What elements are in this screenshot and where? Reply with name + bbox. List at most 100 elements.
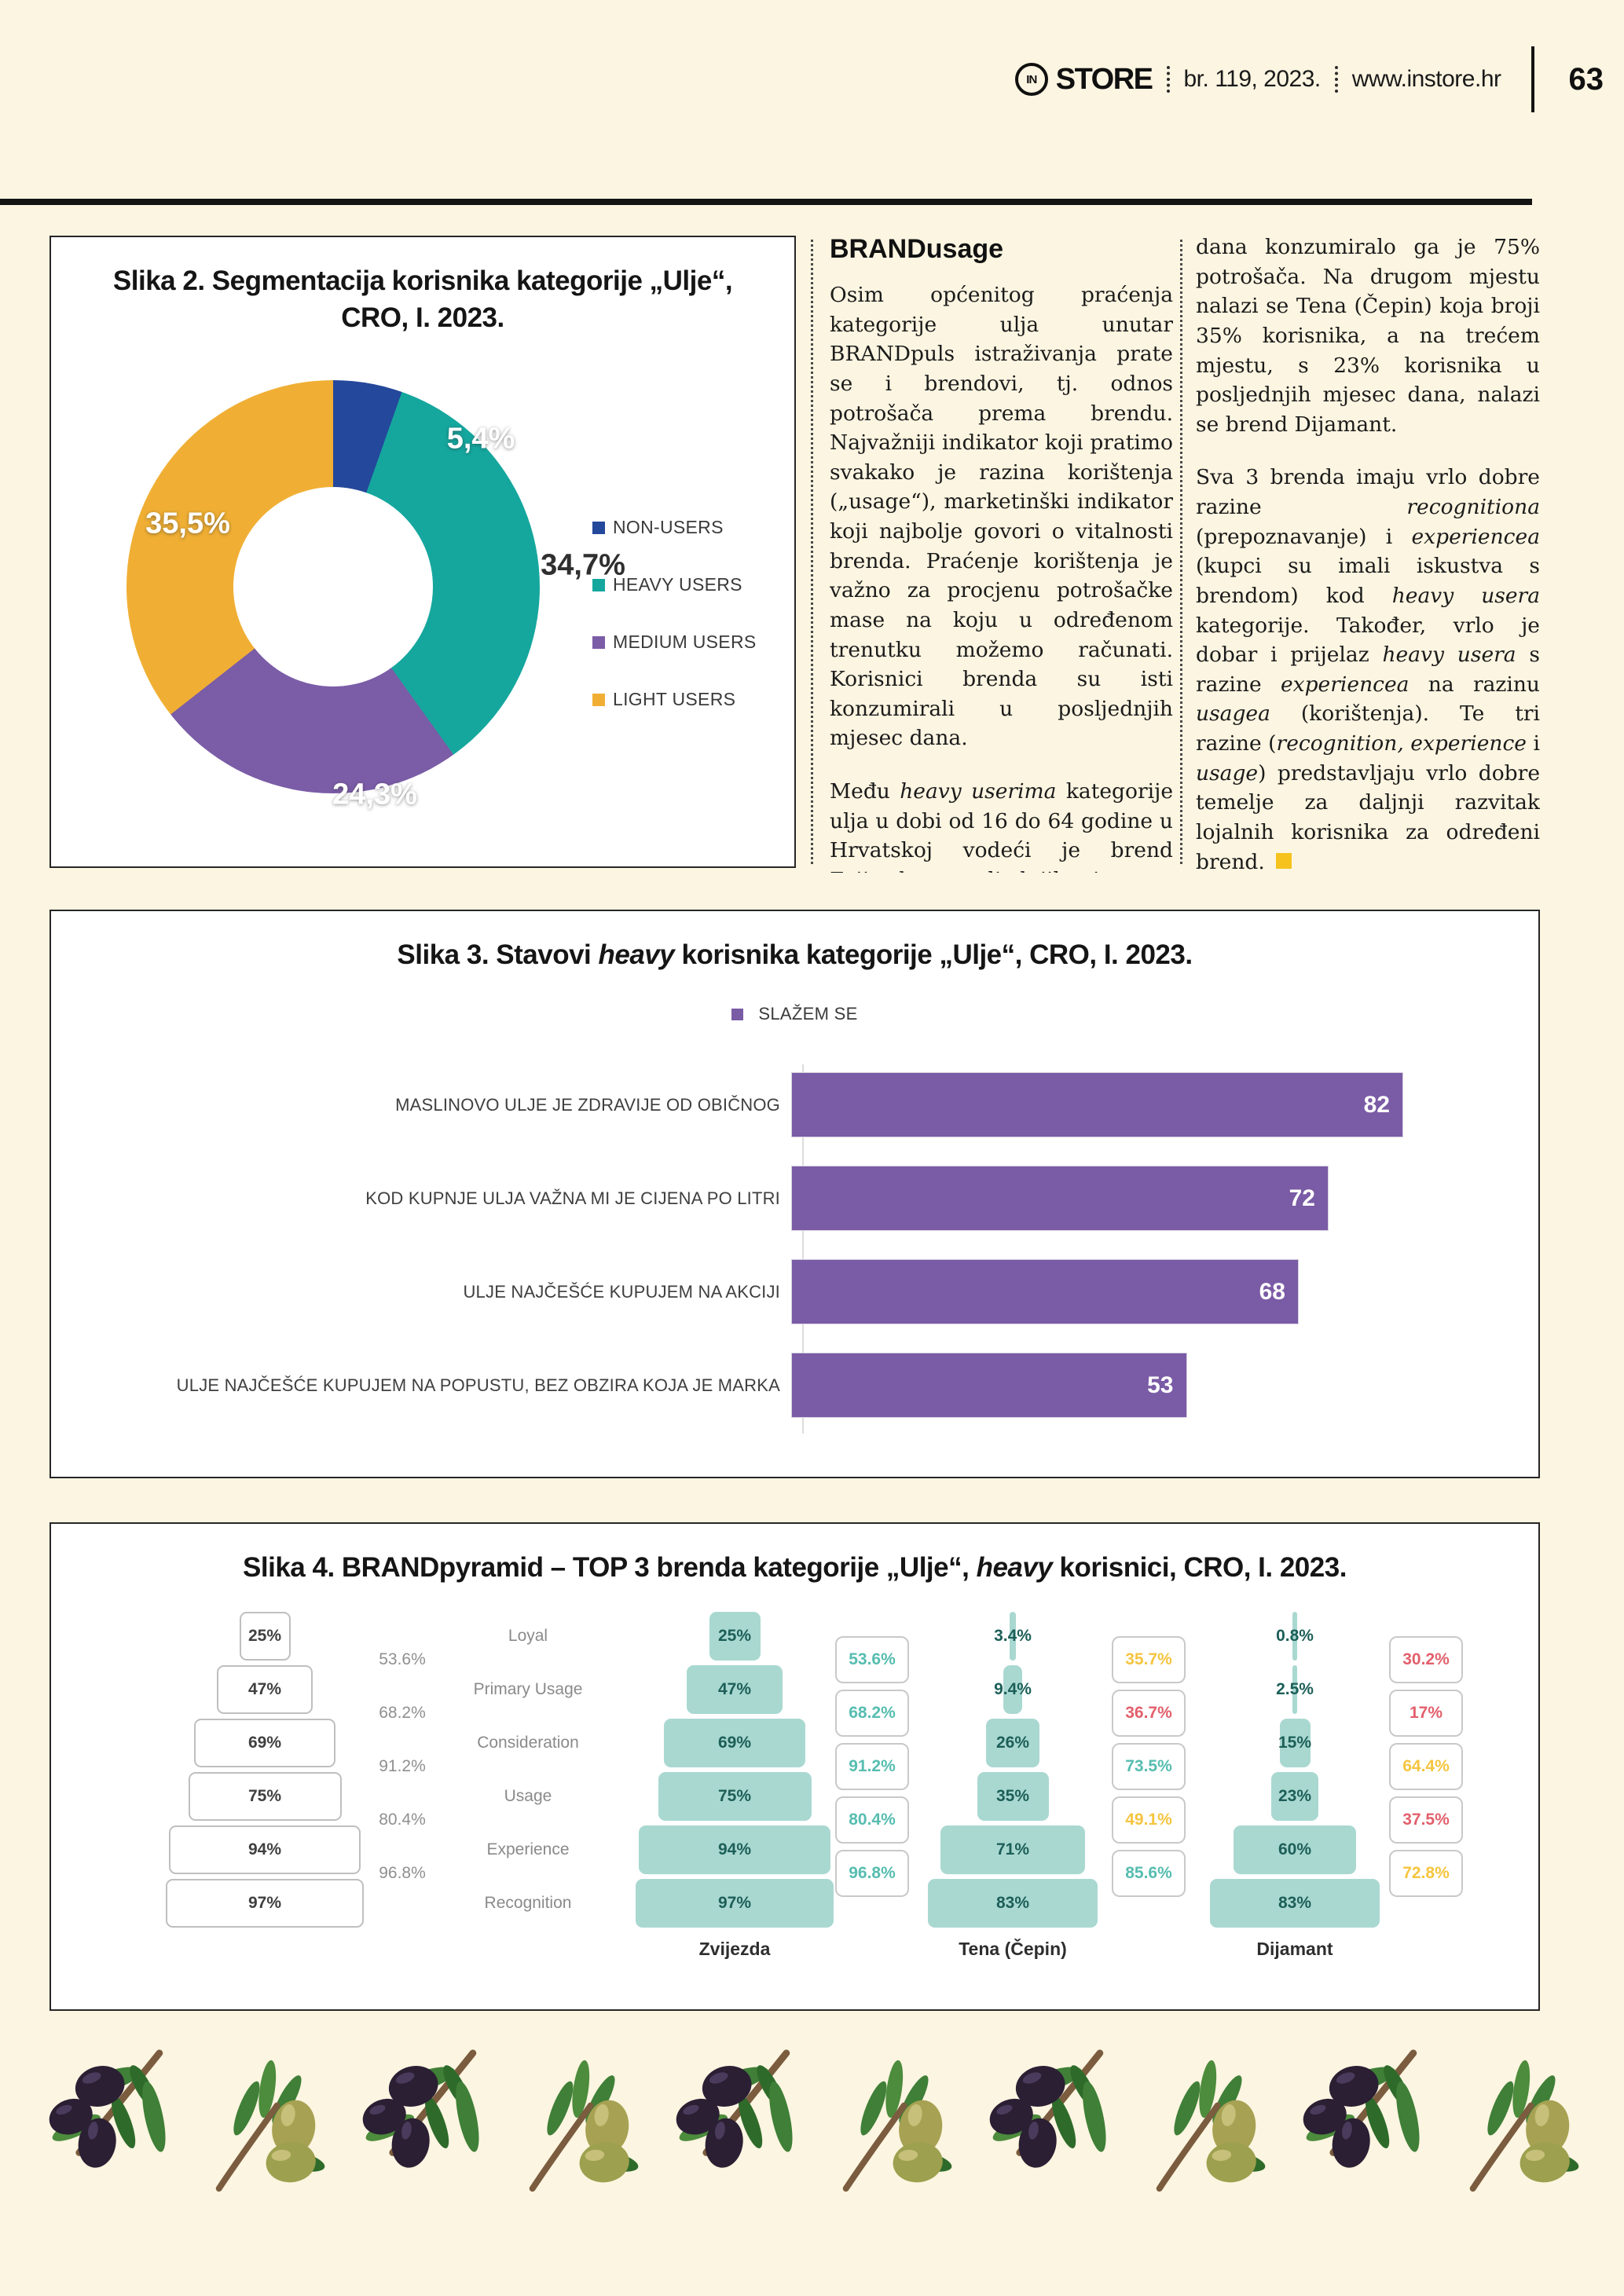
figure-4-title: Slika 4. BRANDpyramid – TOP 3 brenda kat… — [243, 1552, 1347, 1583]
bar-track: 72 — [791, 1166, 1529, 1231]
pyramid-level-bar: 75% — [188, 1772, 342, 1821]
bar-row: KOD KUPNJE ULJA VAŽNA MI JE CIJENA PO LI… — [60, 1166, 1529, 1231]
legend-swatch-slazem-se — [731, 1008, 744, 1020]
pyramid-level-value: 97% — [717, 1894, 752, 1912]
legend-label: SLAŽEM SE — [758, 1004, 858, 1023]
pyramid-level-bar: 69% — [664, 1719, 805, 1767]
pyramid-level-row: 25% — [617, 1612, 852, 1661]
bar-row: ULJE NAJČEŠĆE KUPUJEM NA AKCIJI 68 — [60, 1259, 1529, 1324]
article-text: Sva 3 brenda imaju vrlo dobre razine rec… — [1196, 465, 1540, 873]
pyramid-level-row: 75% — [147, 1772, 383, 1821]
pyramid-level-name: Experience — [486, 1840, 570, 1858]
pyramid-level-bar: 60% — [1234, 1825, 1356, 1874]
pyramid-zvijezda: 25% 47% 69% 75% 94% 97% — [617, 1612, 852, 1928]
pyramid-level-value: 75% — [717, 1787, 752, 1805]
article-paragraph: dana konzumiralo ga je 75% potrošača. Na… — [1196, 235, 1540, 437]
legend-label: HEAVY USERS — [613, 574, 742, 595]
bar-track: 82 — [791, 1072, 1529, 1137]
legend-label: MEDIUM USERS — [613, 632, 757, 652]
legend-item: HEAVY USERS — [592, 574, 757, 595]
transition-value: 30.2% — [1389, 1636, 1463, 1683]
reference-pyramid: 25% 47% 69% 75% 94% 97% — [147, 1612, 383, 1928]
issue-number: br. 119, 2023. — [1183, 66, 1322, 92]
legend-label: LIGHT USERS — [613, 689, 736, 709]
pyramid-level-name: Loyal — [508, 1627, 548, 1645]
pyramid-level-bar: 0.8% — [1276, 1612, 1314, 1661]
pyramid-level-row: 60% — [1177, 1825, 1413, 1874]
pyramid-level-row: 9.4% — [895, 1665, 1131, 1714]
pyramid-level-value: 47% — [717, 1680, 752, 1698]
transition-value: 73.5% — [1112, 1743, 1186, 1790]
legend-item: MEDIUM USERS — [592, 632, 757, 653]
header-dotted-divider — [1166, 66, 1170, 93]
pyramid-level-value: 83% — [1278, 1894, 1311, 1912]
article-column-2: dana konzumiralo ga je 75% potrošača. Na… — [1196, 233, 1540, 873]
website-url: www.instore.hr — [1351, 66, 1501, 92]
transition-value: 49.1% — [1112, 1796, 1186, 1844]
transition-value: 35.7% — [1112, 1636, 1186, 1683]
transitions-dijamant: 30.2% 17% 64.4% 37.5% 72.8% — [1383, 1636, 1469, 1897]
pyramid-dijamant: 0.8% 2.5% 15% 23% 60% 83% — [1177, 1612, 1413, 1928]
pyramid-level-row: 3.4% — [895, 1612, 1131, 1661]
transition-value: 53.6% — [835, 1636, 909, 1683]
legend-swatch-medium-users — [592, 635, 605, 649]
end-of-article-marker — [1275, 852, 1292, 869]
pyramid-level-value: 3.4% — [994, 1627, 1032, 1645]
pyramid-level-row: 0.8% — [1177, 1612, 1413, 1661]
olive-branch-green-icon — [508, 2053, 646, 2210]
column-divider — [1180, 240, 1182, 864]
olive-branch-dark-icon — [1292, 2042, 1430, 2199]
pyramid-level-value: 97% — [247, 1894, 282, 1912]
pyramid-level-value: 94% — [717, 1840, 751, 1858]
pyramid-level-row: 71% — [895, 1825, 1131, 1874]
olive-branch-dark-icon — [38, 2042, 176, 2199]
bar: 82 — [791, 1072, 1403, 1137]
donut-legend: NON-USERS HEAVY USERS MEDIUM USERS LIGHT… — [592, 517, 757, 710]
pyramid-level-row: 94% — [147, 1825, 383, 1874]
bar-value-label: 82 — [1363, 1091, 1390, 1118]
pyramid-level-name: Recognition — [484, 1894, 572, 1912]
olive-branch-dark-icon — [665, 2042, 803, 2199]
pyramid-level-value: 35% — [995, 1787, 1030, 1805]
page-header: IN STORE br. 119, 2023. www.instore.hr 6… — [1014, 46, 1604, 113]
bar-chart-plot: MASLINOVO ULJE JE ZDRAVIJE OD OBIČNOG 82… — [60, 1072, 1529, 1446]
article-heading: BRANDusage — [830, 234, 1004, 264]
bar-category-label: ULJE NAJČEŠĆE KUPUJEM NA AKCIJI — [463, 1281, 780, 1302]
legend-swatch-non-users — [592, 521, 605, 534]
transition-value: 80.4% — [835, 1796, 909, 1844]
article-paragraph: Sva 3 brenda imaju vrlo dobre razine rec… — [1196, 463, 1540, 873]
pyramid-level-bar: 25% — [709, 1612, 761, 1661]
pyramid-level-value: 25% — [247, 1627, 282, 1645]
pyramid-level-value: 60% — [1278, 1840, 1312, 1858]
bar-chart-axis-line — [802, 1064, 804, 1434]
bar: 72 — [791, 1166, 1329, 1231]
olive-branch-green-icon — [821, 2053, 959, 2210]
legend-item: NON-USERS — [592, 517, 757, 538]
pyramid-level-row: 83% — [895, 1879, 1131, 1928]
olive-branch-green-icon — [1448, 2053, 1586, 2210]
bar: 68 — [791, 1259, 1299, 1324]
bar-category-label: KOD KUPNJE ULJA VAŽNA MI JE CIJENA PO LI… — [365, 1188, 780, 1208]
transition-value: 17% — [1389, 1690, 1463, 1737]
pyramid-level-row: 83% — [1177, 1879, 1413, 1928]
pyramid-level-bar: 23% — [1271, 1772, 1318, 1821]
pyramid-level-row: 47% — [617, 1665, 852, 1714]
transition-value: 96.8% — [835, 1850, 909, 1897]
donut-value-label: 24,3% — [332, 778, 417, 811]
bar-chart-legend: SLAŽEM SE — [51, 1004, 1538, 1024]
transition-value: 68.2% — [835, 1690, 909, 1737]
header-dotted-divider — [1334, 66, 1338, 93]
legend-label: NON-USERS — [613, 517, 724, 537]
bar-value-label: 72 — [1289, 1185, 1315, 1211]
bar-track: 53 — [791, 1353, 1529, 1418]
pyramid-level-name: Usage — [504, 1787, 552, 1805]
pyramid-level-bar: 83% — [1210, 1879, 1380, 1928]
pyramid-level-bar: 83% — [928, 1879, 1098, 1928]
figure-2-title: Slika 2. Segmentacija korisnika kategori… — [51, 262, 794, 337]
header-rule — [0, 199, 1532, 205]
article-column-1: BRANDusage Osim općenitog praćenja kateg… — [830, 233, 1173, 873]
pyramid-level-value: 15% — [1278, 1734, 1312, 1752]
column-divider — [811, 240, 813, 864]
pyramid-level-row: 69% — [617, 1719, 852, 1767]
pyramid-level-row: 94% — [617, 1825, 852, 1874]
